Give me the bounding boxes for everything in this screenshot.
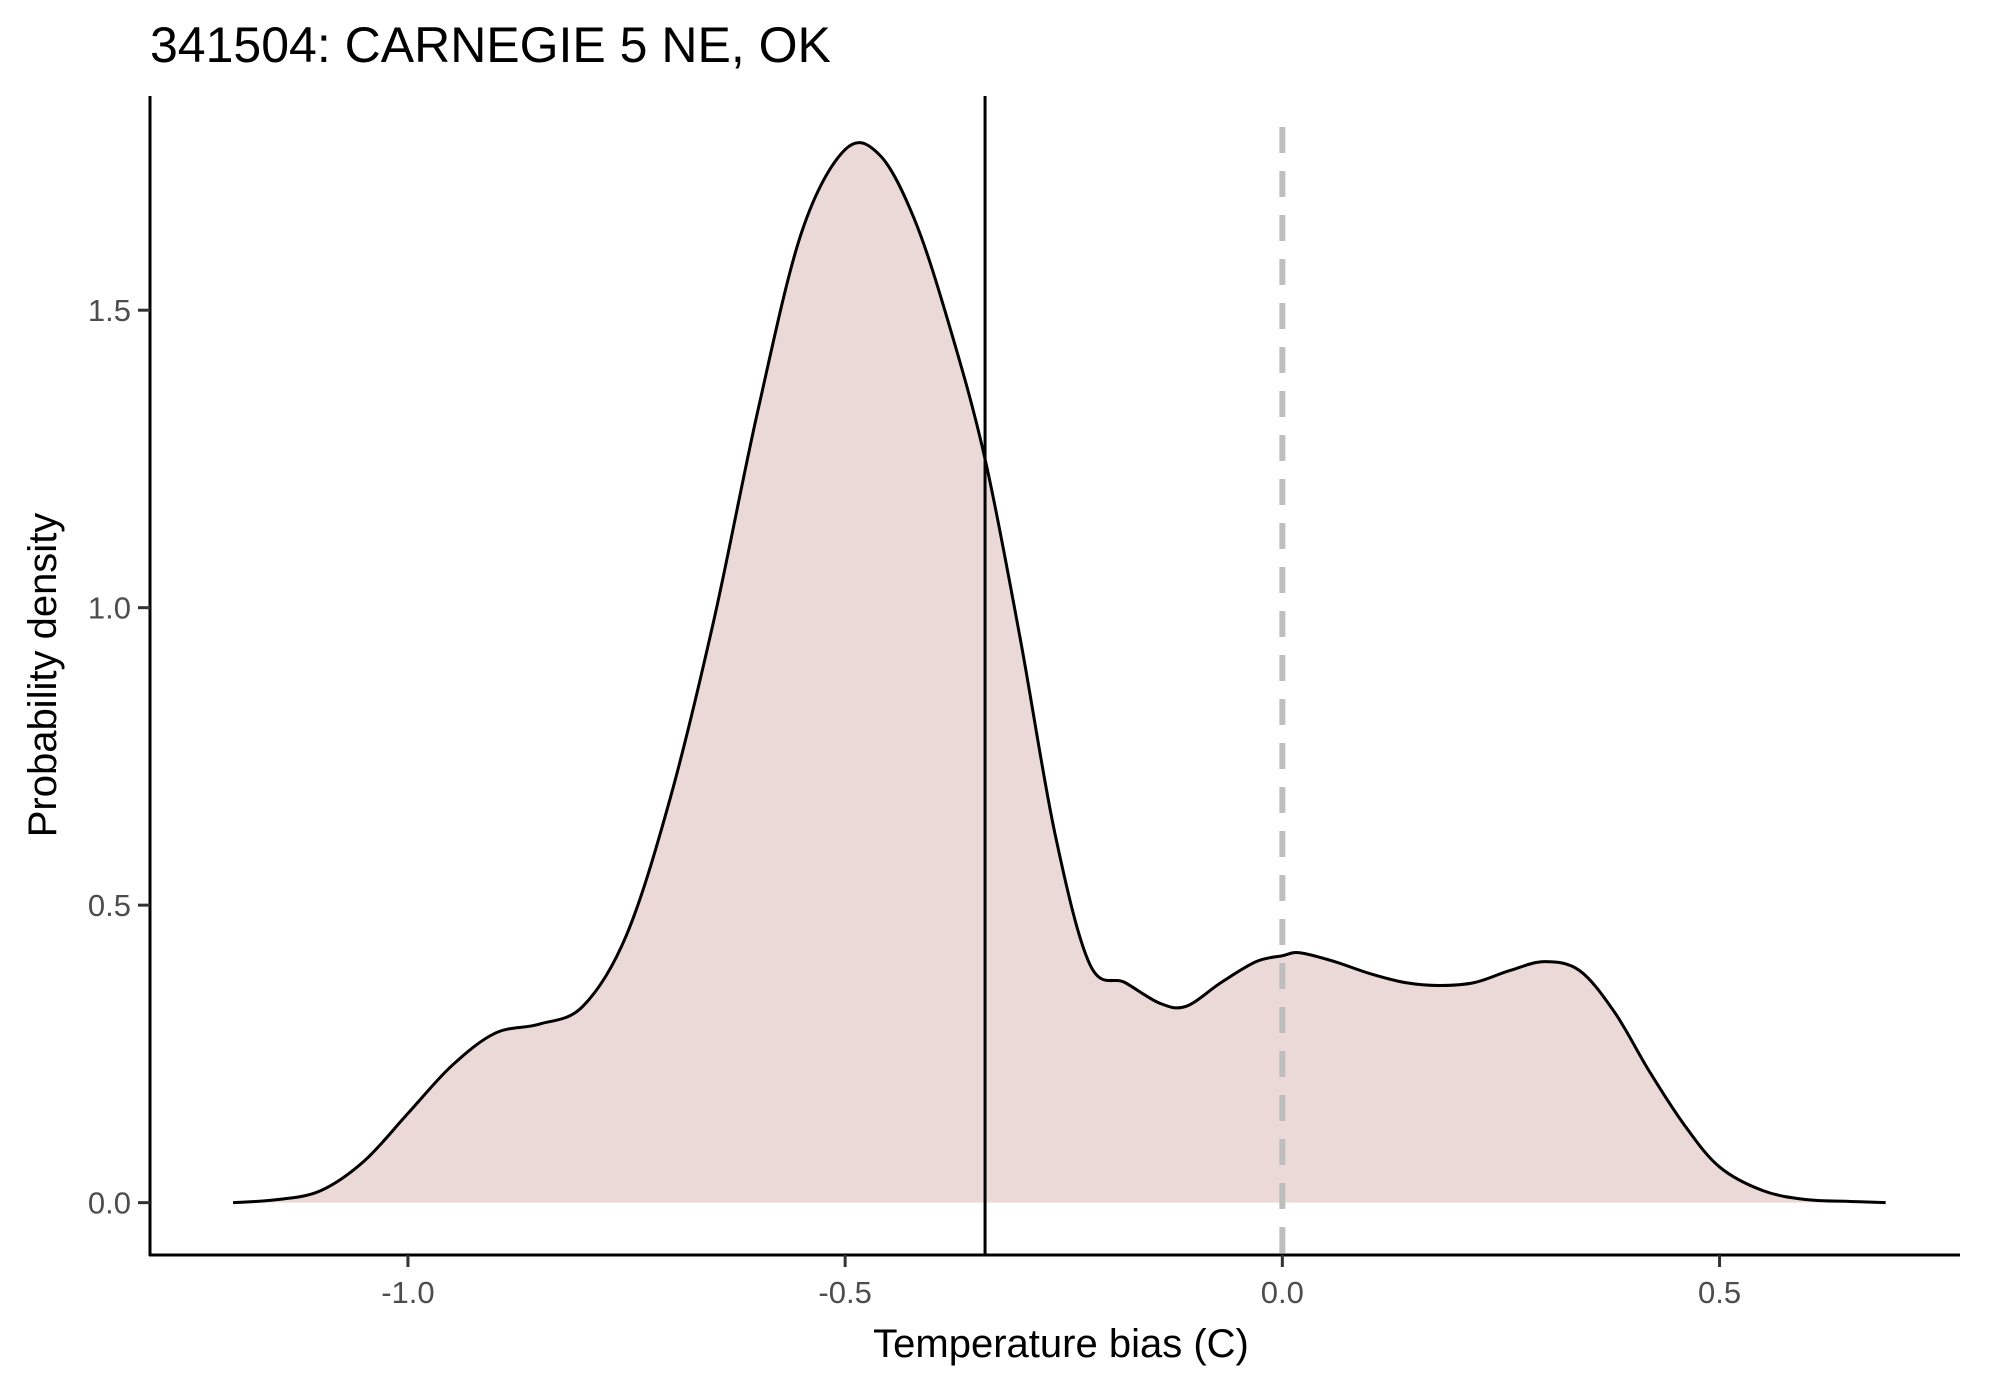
x-tick-label: 0.0 — [1261, 1275, 1304, 1310]
x-axis-title: Temperature bias (C) — [873, 1322, 1249, 1366]
y-axis-title: Probability density — [21, 513, 65, 838]
y-tick-label: 1.5 — [88, 293, 131, 328]
y-tick-label: 0.5 — [88, 888, 131, 923]
x-tick-label: -1.0 — [381, 1275, 434, 1310]
y-tick-label: 1.0 — [88, 591, 131, 626]
y-tick-label: 0.0 — [88, 1186, 131, 1221]
chart-title: 341504: CARNEGIE 5 NE, OK — [150, 17, 831, 73]
density-curve — [232, 141, 1886, 1205]
x-tick-label: 0.5 — [1698, 1275, 1741, 1310]
x-tick-label: -0.5 — [818, 1275, 871, 1310]
density-area-fill — [233, 142, 1886, 1203]
